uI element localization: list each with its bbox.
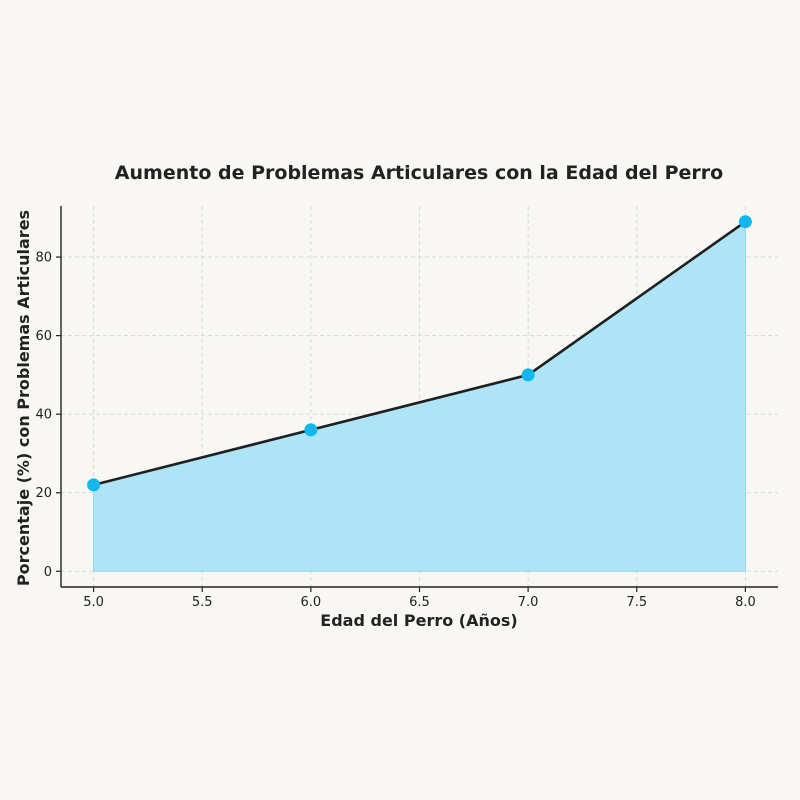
x-tick-label: 6.5: [409, 595, 430, 610]
points: [87, 215, 752, 492]
y-tick-label: 20: [35, 486, 52, 501]
line-layer: [93, 220, 747, 487]
x-axis-label: Edad del Perro (Años): [320, 611, 517, 630]
x-tick-label: 5.0: [83, 595, 104, 610]
series-line: [93, 220, 747, 487]
ticks: 5.0 5.5 6.0 6.5 7.0 7.5 8.0 0 20 40 60 80: [35, 251, 755, 610]
x-tick-label: 7.5: [626, 595, 647, 610]
data-point: [87, 478, 101, 492]
data-point: [521, 368, 535, 382]
y-tick-label: 40: [35, 408, 52, 423]
data-point: [738, 215, 752, 229]
x-tick-label: 7.0: [518, 595, 539, 610]
y-tick-label: 60: [35, 329, 52, 344]
x-tick-label: 6.0: [301, 595, 322, 610]
x-tick-label: 5.5: [192, 595, 213, 610]
x-tick-label: 8.0: [735, 595, 756, 610]
y-axis-label: Porcentaje (%) con Problemas Articulares: [14, 210, 33, 586]
data-point: [304, 423, 318, 437]
chart-title: Aumento de Problemas Articulares con la …: [115, 162, 723, 184]
y-tick-label: 80: [35, 251, 52, 266]
y-tick-label: 0: [44, 565, 52, 580]
